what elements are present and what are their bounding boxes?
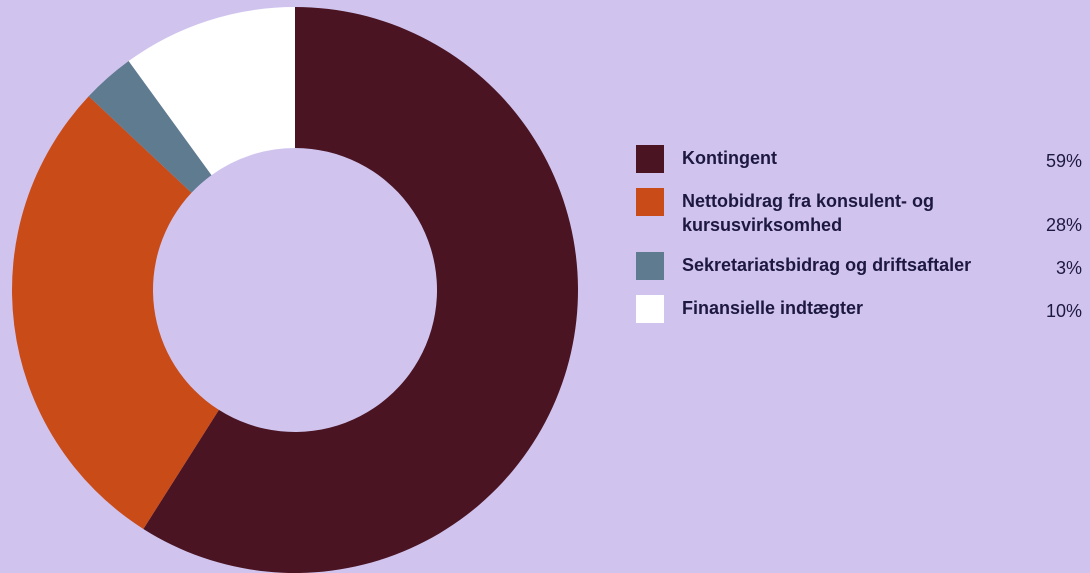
legend-swatch xyxy=(636,145,664,173)
donut-slice xyxy=(128,7,295,176)
legend-item: Finansielle indtægter 10% xyxy=(636,295,1082,323)
legend-swatch xyxy=(636,252,664,280)
value-label: 59% xyxy=(1045,151,1082,171)
legend-item: Sekretariatsbidrag og driftsaftaler 3% xyxy=(636,252,1082,280)
value-label: 3% xyxy=(1055,258,1082,278)
legend-swatch xyxy=(636,188,664,216)
legend-label: Sekretariatsbidrag og driftsaftaler xyxy=(682,255,972,275)
legend-swatch xyxy=(636,295,664,323)
legend-item: Nettobidrag fra konsulent- og kursusvirk… xyxy=(636,188,1082,237)
legend-label: Kontingent xyxy=(682,148,777,168)
donut-slice xyxy=(11,96,219,529)
chart xyxy=(11,7,578,573)
value-label: 10% xyxy=(1045,301,1082,321)
value-label: 28% xyxy=(1045,215,1082,235)
legend: Kontingent 59% Nettobidrag fra konsulent- … xyxy=(636,145,1082,339)
legend-item: Kontingent 59% xyxy=(636,145,1082,173)
legend-label: Finansielle indtægter xyxy=(682,298,864,318)
donut-slice xyxy=(143,7,578,573)
donut-slice xyxy=(88,61,212,193)
legend-label: Nettobidrag fra konsulent- og kursusvirk… xyxy=(682,191,934,235)
